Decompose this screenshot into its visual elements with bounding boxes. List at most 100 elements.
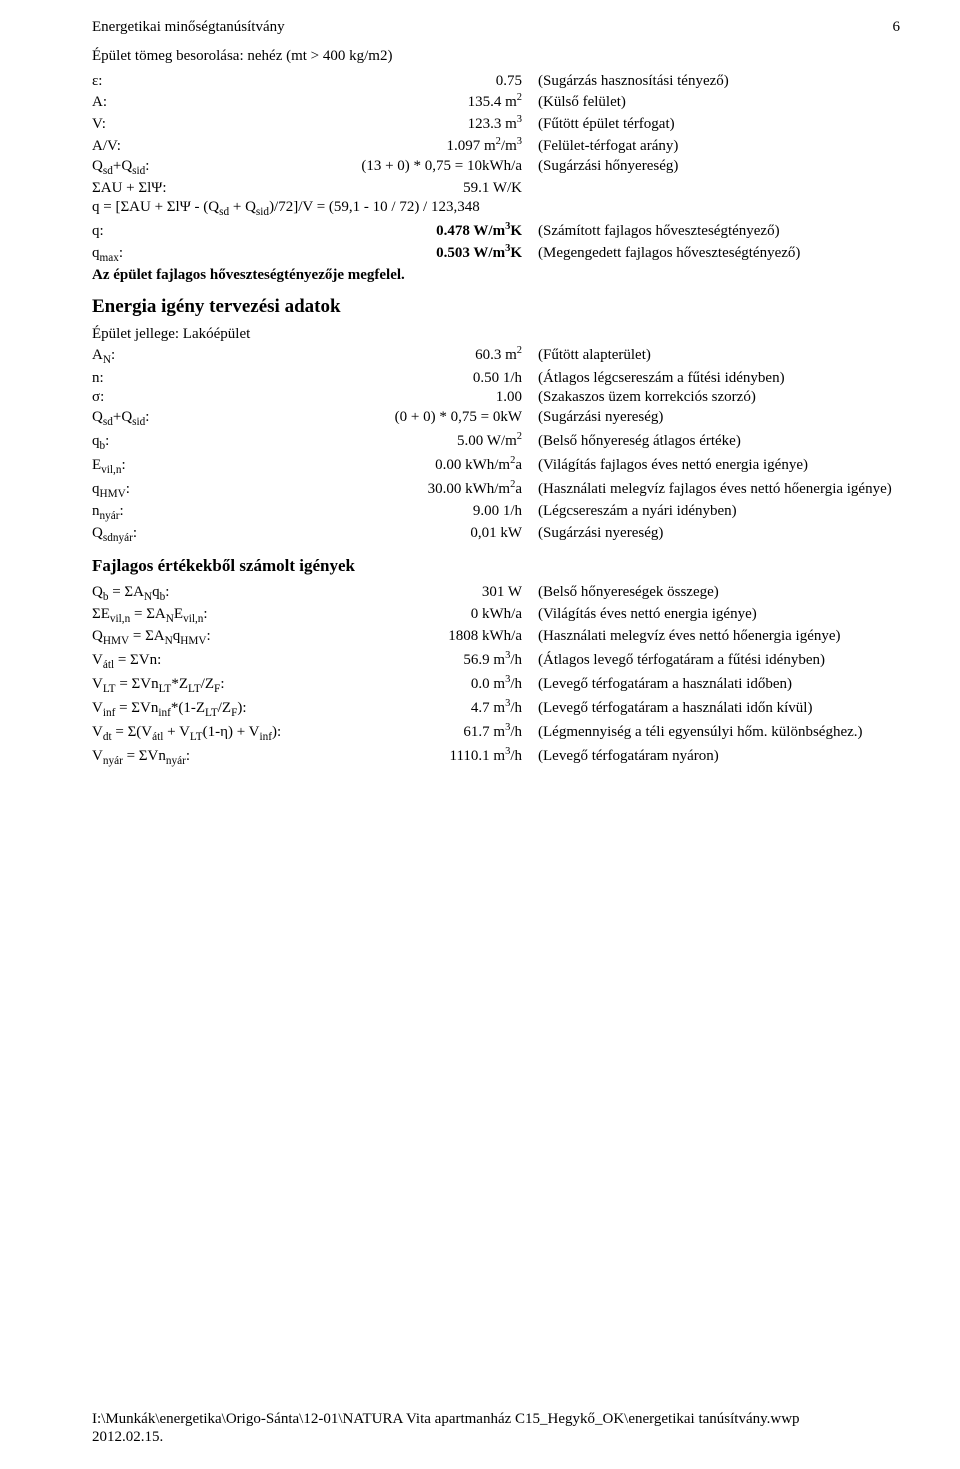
energy-subtitle: Épület jellege: Lakóépület [92, 325, 900, 344]
row-QHMV: QHMV = ΣANqHMV: 1808 kWh/a (Használati m… [92, 627, 900, 648]
row-VLT: VLT = ΣVnLT*ZLT/ZF: 0.0 m3/h (Levegő tér… [92, 673, 900, 696]
row-Vdt: Vdt = Σ(Vátl + VLT(1-η) + Vinf): 61.7 m3… [92, 721, 900, 744]
row-q: q: 0.478 W/m3K (Számított fajlagos hőves… [92, 220, 900, 241]
desc: (Használati melegvíz fajlagos éves nettó… [538, 480, 900, 499]
row-sigma: σ: 1.00 (Szakaszos üzem korrekciós szorz… [92, 388, 900, 407]
page: Energetikai minőségtanúsítvány 6 Épület … [0, 0, 960, 1469]
row-Qsdnyar: Qsdnyár: 0,01 kW (Sugárzási nyereség) [92, 524, 900, 545]
value: 0.75 [312, 72, 538, 91]
header-title: Energetikai minőségtanúsítvány [92, 19, 285, 35]
label: V: [92, 115, 312, 134]
desc: (Levegő térfogatáram a használati időn k… [538, 699, 900, 718]
row-Vatl: Vátl = ΣVn: 56.9 m3/h (Átlagos levegő té… [92, 649, 900, 672]
value: 0.0 m3/h [312, 673, 538, 694]
footer: I:\Munkák\energetika\Origo-Sánta\12-01\N… [92, 1410, 900, 1448]
specific-rows: Qb = ΣANqb: 301 W (Belső hőnyereségek ös… [92, 583, 900, 769]
value: 61.7 m3/h [312, 721, 538, 742]
value: 123.3 m3 [312, 113, 538, 134]
value: 0.503 W/m3K [312, 242, 538, 263]
desc: (Belső hőnyereség átlagos értéke) [538, 432, 900, 451]
label: σ: [92, 388, 312, 407]
label: Evil,n: [92, 456, 312, 477]
desc: (Fűtött alapterület) [538, 346, 900, 365]
desc: (Légmennyiség a téli egyensúlyi hőm. kül… [538, 723, 900, 742]
label: qmax: [92, 244, 312, 265]
footer-path: I:\Munkák\energetika\Origo-Sánta\12-01\N… [92, 1410, 900, 1429]
desc: (Megengedett fajlagos hőveszteségtényező… [538, 244, 900, 263]
value: (13 + 0) * 0,75 = 10kWh/a [312, 157, 538, 176]
label: ε: [92, 72, 312, 91]
row-SigmaAU: ΣAU + ΣlΨ: 59.1 W/K [92, 179, 900, 198]
desc: (Külső felület) [538, 93, 900, 112]
value: 0.478 W/m3K [312, 220, 538, 241]
row-Qb: Qb = ΣANqb: 301 W (Belső hőnyereségek ös… [92, 583, 900, 604]
desc: (Sugárzási nyereség) [538, 408, 900, 427]
row-Vnyar: Vnyár = ΣVnnyár: 1110.1 m3/h (Levegő tér… [92, 745, 900, 768]
value: 1808 kWh/a [312, 627, 538, 646]
page-number: 6 [893, 18, 901, 37]
label: Qb = ΣANqb: [92, 583, 312, 604]
label: A/V: [92, 137, 312, 156]
row-A: A: 135.4 m2 (Külső felület) [92, 91, 900, 112]
value: 1.097 m2/m3 [312, 135, 538, 156]
q-formula: q = [ΣAU + ΣlΨ - (Qsd + Qsid)/72]/V = (5… [92, 198, 900, 219]
header: Energetikai minőségtanúsítvány 6 [92, 18, 900, 37]
label: Qsdnyár: [92, 524, 312, 545]
row-SEviln: ΣEvil,n = ΣANEvil,n: 0 kWh/a (Világítás … [92, 605, 900, 626]
value: 0 kWh/a [312, 605, 538, 624]
label: Vdt = Σ(Vátl + VLT(1-η) + Vinf): [92, 723, 312, 744]
desc: (Sugárzás hasznosítási tényező) [538, 72, 900, 91]
footer-date: 2012.02.15. [92, 1428, 900, 1447]
value: (0 + 0) * 0,75 = 0kW [312, 408, 538, 427]
label: ΣEvil,n = ΣANEvil,n: [92, 605, 312, 626]
desc: (Fűtött épület térfogat) [538, 115, 900, 134]
row-Eviln: Evil,n: 0.00 kWh/m2a (Világítás fajlagos… [92, 454, 900, 477]
label: A: [92, 93, 312, 112]
classification-rows: ε: 0.75 (Sugárzás hasznosítási tényező) … [92, 72, 900, 198]
label: VLT = ΣVnLT*ZLT/ZF: [92, 675, 312, 696]
label: q: [92, 222, 312, 241]
value: 1110.1 m3/h [312, 745, 538, 766]
value: 5.00 W/m2 [312, 430, 538, 451]
desc: (Levegő térfogatáram a használati időben… [538, 675, 900, 694]
row-qmax: qmax: 0.503 W/m3K (Megengedett fajlagos … [92, 242, 900, 265]
value: 9.00 1/h [312, 502, 538, 521]
label: nnyár: [92, 502, 312, 523]
desc: (Használati melegvíz éves nettó hőenergi… [538, 627, 900, 646]
label: AN: [92, 346, 312, 367]
value: 135.4 m2 [312, 91, 538, 112]
energy-title: Energia igény tervezési adatok [92, 295, 900, 319]
label: ΣAU + ΣlΨ: [92, 179, 312, 198]
value: 59.1 W/K [312, 179, 538, 198]
row-Qsd2: Qsd+Qsid: (0 + 0) * 0,75 = 0kW (Sugárzás… [92, 408, 900, 429]
verdict: Az épület fajlagos hőveszteségtényezője … [92, 266, 900, 285]
label: Vinf = ΣVninf*(1-ZLT/ZF): [92, 699, 312, 720]
classification-line: Épület tömeg besorolása: nehéz (mt > 400… [92, 47, 900, 66]
row-Vinf: Vinf = ΣVninf*(1-ZLT/ZF): 4.7 m3/h (Leve… [92, 697, 900, 720]
value: 4.7 m3/h [312, 697, 538, 718]
desc: (Világítás éves nettó energia igénye) [538, 605, 900, 624]
energy-rows: AN: 60.3 m2 (Fűtött alapterület) n: 0.50… [92, 344, 900, 545]
row-Qsd: Qsd+Qsid: (13 + 0) * 0,75 = 10kWh/a (Sug… [92, 157, 900, 178]
row-qb: qb: 5.00 W/m2 (Belső hőnyereség átlagos … [92, 430, 900, 453]
row-nnyar: nnyár: 9.00 1/h (Légcsereszám a nyári id… [92, 502, 900, 523]
row-V: V: 123.3 m3 (Fűtött épület térfogat) [92, 113, 900, 134]
desc: (Légcsereszám a nyári idényben) [538, 502, 900, 521]
desc: (Átlagos levegő térfogatáram a fűtési id… [538, 651, 900, 670]
row-AV: A/V: 1.097 m2/m3 (Felület-térfogat arány… [92, 135, 900, 156]
label: n: [92, 369, 312, 388]
value: 301 W [312, 583, 538, 602]
desc: (Sugárzási nyereség) [538, 524, 900, 543]
value: 56.9 m3/h [312, 649, 538, 670]
value: 0.00 kWh/m2a [312, 454, 538, 475]
label: Qsd+Qsid: [92, 157, 312, 178]
desc: (Számított fajlagos hőveszteségtényező) [538, 222, 900, 241]
label: Qsd+Qsid: [92, 408, 312, 429]
row-epsilon: ε: 0.75 (Sugárzás hasznosítási tényező) [92, 72, 900, 91]
desc: (Belső hőnyereségek összege) [538, 583, 900, 602]
label: Vátl = ΣVn: [92, 651, 312, 672]
specific-title: Fajlagos értékekből számolt igények [92, 555, 900, 576]
value: 0.50 1/h [312, 369, 538, 388]
value: 1.00 [312, 388, 538, 407]
desc: (Levegő térfogatáram nyáron) [538, 747, 900, 766]
